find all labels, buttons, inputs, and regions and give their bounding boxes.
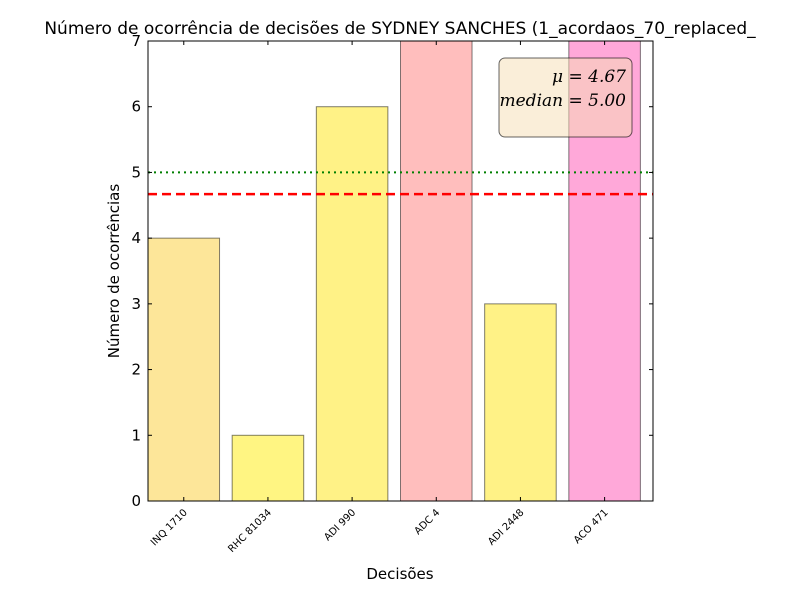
- y-tick-label: 5: [131, 163, 141, 181]
- y-tick-label: 4: [131, 229, 141, 247]
- y-tick-label: 7: [131, 32, 141, 50]
- bar-adc-4: [400, 40, 473, 502]
- x-tick-label: ADI 2448: [486, 507, 526, 547]
- x-tick-label: ADC 4: [413, 507, 443, 537]
- y-tick-label: 3: [131, 295, 141, 313]
- y-axis: 0 1 2 3 4 5 6 7: [131, 32, 653, 510]
- reference-lines: [148, 171, 653, 196]
- chart-title: Número de ocorrência de decisões de SYDN…: [44, 19, 756, 39]
- bar-rhc-81034: [231, 434, 305, 502]
- x-tick-label: RHC 81034: [226, 507, 274, 555]
- x-tick-label: INQ 1710: [149, 507, 190, 548]
- median-label: median = 5.00: [500, 91, 627, 111]
- bar-inq-1710: [147, 237, 221, 502]
- x-tick-label: ACO 471: [572, 507, 611, 546]
- y-tick-label: 0: [131, 492, 141, 510]
- plot-frame: [147, 40, 654, 502]
- y-tick-label: 1: [131, 426, 141, 444]
- y-tick-label: 2: [131, 361, 141, 379]
- x-tick-label: ADI 990: [322, 507, 358, 543]
- y-axis-label: Número de ocorrências: [105, 184, 123, 359]
- y-tick-label: 6: [131, 98, 141, 116]
- bar-adi-2448: [484, 303, 557, 502]
- x-axis-label: Decisões: [366, 565, 433, 583]
- stats-box-background: [498, 57, 633, 138]
- bar-adi-990: [315, 106, 389, 502]
- stats-box: μ = 4.67 median = 5.00: [498, 57, 633, 138]
- mean-label: μ = 4.67: [552, 67, 626, 87]
